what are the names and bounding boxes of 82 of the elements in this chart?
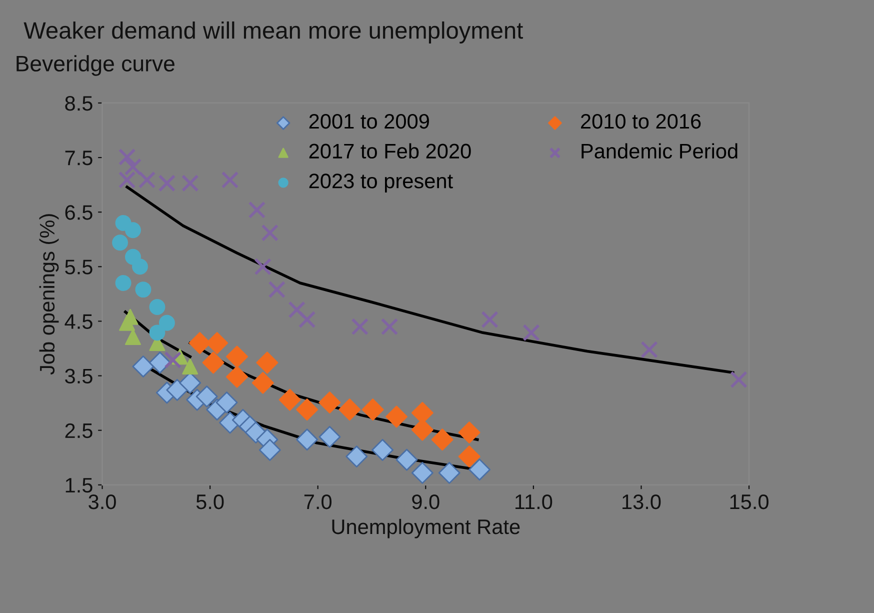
point — [166, 378, 188, 401]
point — [268, 280, 286, 298]
chart-subtitle: Beveridge curve — [16, 55, 174, 76]
point — [438, 462, 460, 484]
y-tick-label: 4.5 — [64, 314, 92, 329]
point — [181, 174, 199, 192]
point — [396, 448, 418, 471]
point — [158, 174, 176, 192]
point — [362, 398, 384, 421]
point — [351, 318, 369, 336]
point — [431, 428, 454, 451]
point — [468, 458, 491, 481]
x-tick-label: 5.0 — [196, 494, 224, 510]
point — [298, 310, 316, 328]
y-tick-label: 2.5 — [65, 423, 92, 438]
point — [125, 329, 141, 346]
point — [296, 398, 318, 421]
point — [338, 398, 361, 421]
point — [196, 386, 218, 408]
x-tick-label: 3.0 — [88, 494, 116, 510]
point — [149, 299, 166, 316]
y-tick-label: 8.5 — [65, 96, 92, 111]
point — [248, 201, 266, 219]
point — [296, 428, 318, 451]
point — [346, 446, 368, 468]
point — [522, 324, 540, 342]
point — [182, 358, 198, 374]
point — [372, 438, 394, 461]
point — [261, 224, 279, 242]
point — [202, 352, 224, 374]
x-tick-label: 15.0 — [730, 494, 768, 510]
point — [278, 388, 301, 411]
x-tick-label: 7.0 — [304, 494, 332, 510]
point — [226, 346, 248, 368]
x-tick-label: 11.0 — [516, 494, 552, 510]
point — [125, 222, 141, 238]
point — [216, 392, 238, 414]
point — [458, 422, 480, 444]
point — [221, 171, 239, 189]
y-tick-label: 3.5 — [65, 368, 92, 384]
point — [252, 372, 274, 394]
legend-label: 2010 to 2016 — [581, 114, 701, 129]
point — [135, 282, 152, 298]
point — [254, 258, 272, 276]
y-tick-label: 7.5 — [65, 150, 92, 166]
y-tick-label: 5.5 — [65, 260, 92, 274]
point — [730, 370, 748, 388]
point — [118, 148, 136, 166]
point — [138, 171, 156, 189]
point — [115, 275, 132, 291]
point — [118, 171, 136, 189]
point — [386, 406, 408, 428]
point — [164, 351, 182, 369]
chart-title: Weaker demand will mean more unemployment — [24, 21, 523, 44]
point — [458, 446, 480, 468]
y-tick-label: 6.5 — [65, 205, 92, 220]
point — [158, 314, 175, 331]
point — [124, 158, 142, 176]
point — [149, 324, 166, 341]
x-tick-label: 13.0 — [622, 494, 661, 510]
point — [258, 438, 281, 461]
y-axis-title: Job openings (%) — [39, 214, 59, 375]
point — [481, 310, 498, 328]
x-axis-title: Unemployment Rate — [332, 518, 520, 538]
legend-label: Pandemic Period — [582, 143, 738, 159]
point — [148, 352, 171, 374]
point — [318, 392, 341, 414]
legend-label: 2001 to 2009 — [309, 114, 429, 129]
point — [380, 318, 398, 336]
point — [132, 356, 154, 378]
point — [132, 258, 148, 275]
legend-label: 2023 to present — [309, 174, 453, 192]
legend-label: 2017 to Feb 2020 — [309, 143, 471, 159]
point — [318, 426, 341, 448]
point — [411, 462, 434, 484]
point — [256, 352, 278, 374]
x-tick-label: 9.0 — [412, 494, 440, 510]
y-tick-label: 1.5 — [66, 478, 92, 493]
point — [226, 366, 248, 388]
point — [112, 234, 128, 251]
point — [640, 340, 658, 358]
point — [288, 301, 306, 318]
